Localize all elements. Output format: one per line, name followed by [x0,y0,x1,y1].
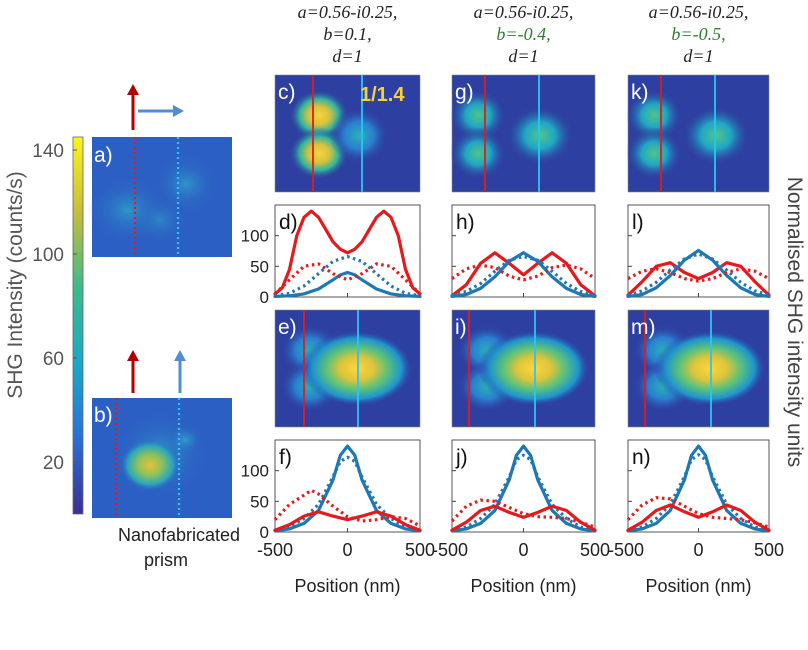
series-blue-solid [626,248,771,298]
panel-label-a: a) [94,144,113,167]
x-tick-label: 0 [342,540,352,560]
series-blue-dotted [451,453,596,532]
colorbar-tick-label: 20 [43,453,64,474]
column-header-line: d=1 [332,46,362,66]
x-tick-label: 0 [518,540,528,560]
line-plot: h) [450,204,597,298]
experimental-panel-b: b) [92,398,232,518]
series-blue-dotted [274,455,421,532]
panel-label-b: b) [94,404,113,427]
caption-line1: Nanofabricated [118,525,240,545]
x-tick-label: 0 [693,540,703,560]
right-axis-label: Normalised SHG intensity units [783,177,806,468]
plot-frame [451,204,596,298]
plot-frame [274,204,421,298]
panel-label: c) [278,81,296,104]
y-tick-label: 0 [260,288,269,307]
sim-image: i) [451,309,596,428]
series-red-solid [273,209,422,296]
series-blue-solid [450,444,597,533]
column-headers: a=0.56-i0.25,b=0.1,d=1a=0.56-i0.25,b=-0.… [298,2,749,66]
series-red-dotted [627,267,770,283]
sim-image: c) [274,74,421,193]
panel-label: k) [631,81,649,104]
series-blue-dotted [451,254,596,297]
series-blue-solid [273,270,422,298]
x-axis-label: Position (nm) [470,576,576,596]
colorbar-label: SHG Intensity (counts/s) [4,171,27,399]
column-header-line: b=-0.5, [671,24,725,44]
sim-image: m) [627,309,770,428]
series-blue-solid [450,251,597,298]
series-red-solid [450,251,597,298]
colorbar-tick-label: 140 [32,141,64,162]
column-header-line: b=-0.4, [496,24,550,44]
panel-label: m) [631,316,656,339]
column-header-line: b=0.1, [323,24,371,44]
colorbar [72,136,84,515]
series-red-dotted [626,496,770,529]
polarization-arrows-a [127,84,184,130]
y-tick-label: 0 [260,523,269,542]
panel-label: e) [278,316,297,339]
series-red-dotted [451,263,596,282]
simulation-images: c) g) k) e) i) m) [274,74,770,428]
column-header-line: d=1 [683,46,713,66]
x-tick-label: 500 [754,540,784,560]
sim-image: k) [626,74,770,193]
x-tick-label: -500 [432,540,468,560]
column-header-line: d=1 [508,46,538,66]
y-tick-label: 100 [241,227,269,246]
panel-label: l) [632,211,644,234]
scale-note: 1/1.4 [360,84,405,106]
sim-image: g) [450,74,596,193]
x-tick-label: -500 [257,540,293,560]
panel-label: n) [632,446,651,469]
series-red-dotted [450,498,596,529]
colorbar-tick-label: 60 [43,349,64,370]
colorbar-tick-label: 100 [32,245,64,266]
series-red-dotted [273,488,421,528]
column-header-line: a=0.56-i0.25, [649,2,749,22]
x-tick-label: 500 [405,540,435,560]
panel-label: h) [456,211,475,234]
experimental-panel-a: a) [88,137,232,257]
series-red-solid [626,261,771,297]
colorbar-ticks: 140 100 60 20 [32,141,77,474]
x-axis-label: Position (nm) [294,576,400,596]
column-header-line: a=0.56-i0.25, [298,2,398,22]
series-red-solid [626,503,771,532]
column-header-line: a=0.56-i0.25, [474,2,574,22]
y-tick-label: 100 [241,462,269,481]
panel-label: g) [455,81,474,104]
caption-line2: prism [144,550,188,570]
x-tick-label: 500 [580,540,610,560]
panel-label: d) [279,211,298,234]
y-tick-label: 50 [250,492,269,511]
series-blue-dotted [274,254,421,298]
x-axis-label: Position (nm) [645,576,751,596]
series-red-solid [273,510,422,532]
sim-image: e) [274,309,421,428]
series-blue-solid [626,444,771,533]
series-blue-solid [273,444,422,533]
series-red-solid [450,504,597,532]
panel-label: j) [455,446,468,469]
line-plot: l) [626,204,771,298]
line-plot: 100 50 0 d) [241,204,422,307]
series-blue-dotted [627,453,770,532]
panel-label: f) [279,446,292,469]
panel-label: i) [455,316,467,339]
polarization-arrows-b [127,350,186,393]
x-tick-label: -500 [608,540,644,560]
series-blue-dotted [627,252,770,297]
y-tick-label: 50 [250,257,269,276]
